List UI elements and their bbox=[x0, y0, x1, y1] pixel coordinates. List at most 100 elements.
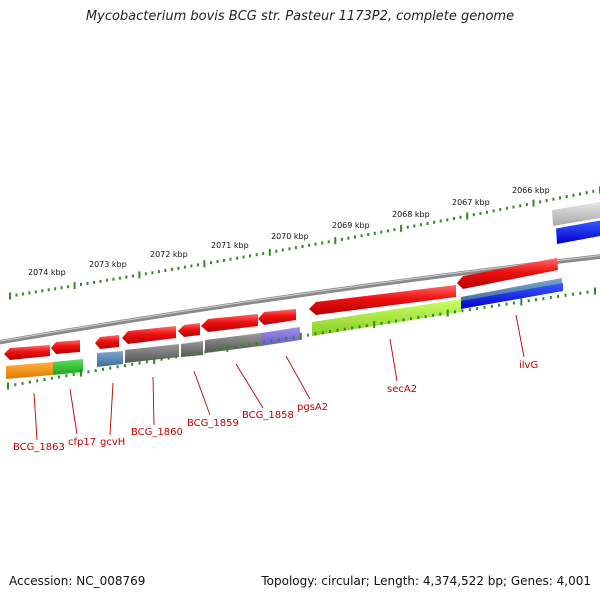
scale-label-2068: 2068 kbp bbox=[392, 210, 430, 219]
scale-tick bbox=[112, 277, 115, 281]
scale-tick bbox=[525, 203, 528, 206]
scale-tick bbox=[288, 247, 291, 251]
scale-tick bbox=[281, 248, 284, 252]
scale-tick bbox=[466, 212, 469, 220]
scale-tick bbox=[151, 271, 154, 275]
scale-tick bbox=[592, 189, 595, 193]
scale-tick bbox=[367, 233, 370, 236]
gene-arrow bbox=[122, 326, 176, 344]
inner-tick bbox=[21, 381, 24, 385]
inner-tick bbox=[65, 374, 68, 378]
scale-tick bbox=[426, 222, 429, 225]
scale-tick bbox=[216, 260, 219, 263]
scale-tick bbox=[327, 240, 330, 244]
scale-tick bbox=[190, 264, 193, 268]
gene-label-lines bbox=[33, 314, 525, 441]
scale-tick bbox=[196, 263, 199, 267]
inner-tick bbox=[72, 372, 75, 376]
inner-tick bbox=[153, 357, 156, 365]
scale-tick bbox=[532, 199, 535, 207]
scale-tick bbox=[99, 279, 102, 283]
gene-label-line bbox=[515, 314, 525, 358]
inner-tick bbox=[432, 313, 434, 317]
scale-tick bbox=[360, 234, 363, 238]
gene-label-seca2: secA2 bbox=[387, 384, 417, 395]
scale-tick bbox=[354, 235, 356, 239]
inner-tick bbox=[292, 335, 295, 339]
gene-arrow bbox=[552, 202, 600, 226]
inner-tick bbox=[373, 321, 376, 328]
scale-tick bbox=[539, 200, 542, 204]
scale-tick bbox=[210, 261, 212, 265]
inner-tick bbox=[285, 337, 288, 341]
scale-tick bbox=[499, 208, 502, 212]
scale-tick bbox=[572, 193, 575, 197]
scale-label-2074: 2074 kbp bbox=[28, 268, 66, 277]
scale-label-2071: 2071 kbp bbox=[211, 241, 249, 250]
scale-tick bbox=[419, 223, 422, 227]
scale-tick bbox=[373, 231, 376, 235]
inner-tick bbox=[564, 293, 567, 297]
gene-arrow bbox=[201, 314, 258, 332]
genome-summary-text: Topology: circular; Length: 4,374,522 bp… bbox=[261, 574, 591, 588]
gene-arrow bbox=[457, 258, 558, 289]
map-title: Mycobacterium bovis BCG str. Pasteur 117… bbox=[85, 9, 515, 24]
scale-label-2070: 2070 kbp bbox=[271, 232, 309, 241]
gene-arrow bbox=[258, 309, 296, 325]
inner-tick bbox=[505, 302, 508, 306]
scale-tick bbox=[177, 266, 180, 270]
inner-tick bbox=[549, 296, 552, 299]
inner-tick bbox=[219, 348, 222, 351]
inner-tick bbox=[307, 333, 310, 337]
scale-tick bbox=[229, 257, 232, 261]
scale-tick bbox=[347, 236, 350, 240]
gene-label-line bbox=[69, 388, 78, 435]
inner-tick bbox=[329, 330, 332, 333]
gene-labels: BCG_1863 cfp17 gcvH BCG_1860 BCG_1859 BC… bbox=[13, 360, 538, 453]
inner-tick bbox=[102, 367, 104, 371]
feature-bar bbox=[97, 351, 123, 367]
gene-label-line bbox=[193, 370, 211, 416]
inner-tick bbox=[490, 304, 493, 308]
scale-tick bbox=[28, 291, 31, 295]
scale-tick bbox=[472, 213, 475, 217]
scale-tick bbox=[15, 293, 18, 297]
gene-label-bcg-1863: BCG_1863 bbox=[13, 442, 65, 453]
gene-label-line bbox=[389, 338, 398, 382]
scale-tick bbox=[486, 210, 488, 214]
inner-tick bbox=[145, 360, 148, 364]
inner-tick bbox=[542, 297, 545, 301]
feature-bar bbox=[312, 299, 461, 336]
inner-tick bbox=[299, 332, 302, 340]
inner-tick bbox=[233, 345, 236, 349]
gene-arrow bbox=[4, 345, 50, 360]
scale-label-2073: 2073 kbp bbox=[89, 260, 127, 269]
scale-tick bbox=[255, 253, 258, 257]
inner-tick bbox=[439, 312, 442, 316]
scale-tick bbox=[21, 292, 24, 296]
inner-tick bbox=[461, 309, 464, 313]
scale-tick bbox=[559, 196, 561, 200]
scale-labels: 2074 kbp 2073 kbp 2072 kbp 2071 kbp 2070… bbox=[28, 186, 550, 277]
scale-tick bbox=[93, 280, 95, 284]
gene-label-bcg-1859: BCG_1859 bbox=[187, 418, 239, 429]
inner-tick bbox=[204, 350, 207, 354]
inner-tick bbox=[571, 292, 574, 296]
scale-tick bbox=[519, 204, 522, 208]
scale-tick bbox=[157, 270, 160, 274]
gene-label-ilvg: ilvG bbox=[519, 360, 538, 371]
scale-tick bbox=[118, 276, 121, 280]
scale-label-2072: 2072 kbp bbox=[150, 250, 188, 259]
scale-tick bbox=[236, 256, 239, 260]
gene-label-line bbox=[109, 382, 114, 436]
scale-tick bbox=[242, 255, 245, 259]
scale-tick bbox=[308, 243, 311, 247]
scale-tick bbox=[400, 224, 403, 232]
inner-tick bbox=[87, 370, 90, 374]
scale-tick bbox=[552, 197, 555, 201]
inner-tick bbox=[579, 291, 582, 295]
inner-minor-ticks bbox=[7, 287, 596, 390]
gene-arrow bbox=[51, 340, 80, 354]
scale-tick bbox=[386, 229, 389, 233]
